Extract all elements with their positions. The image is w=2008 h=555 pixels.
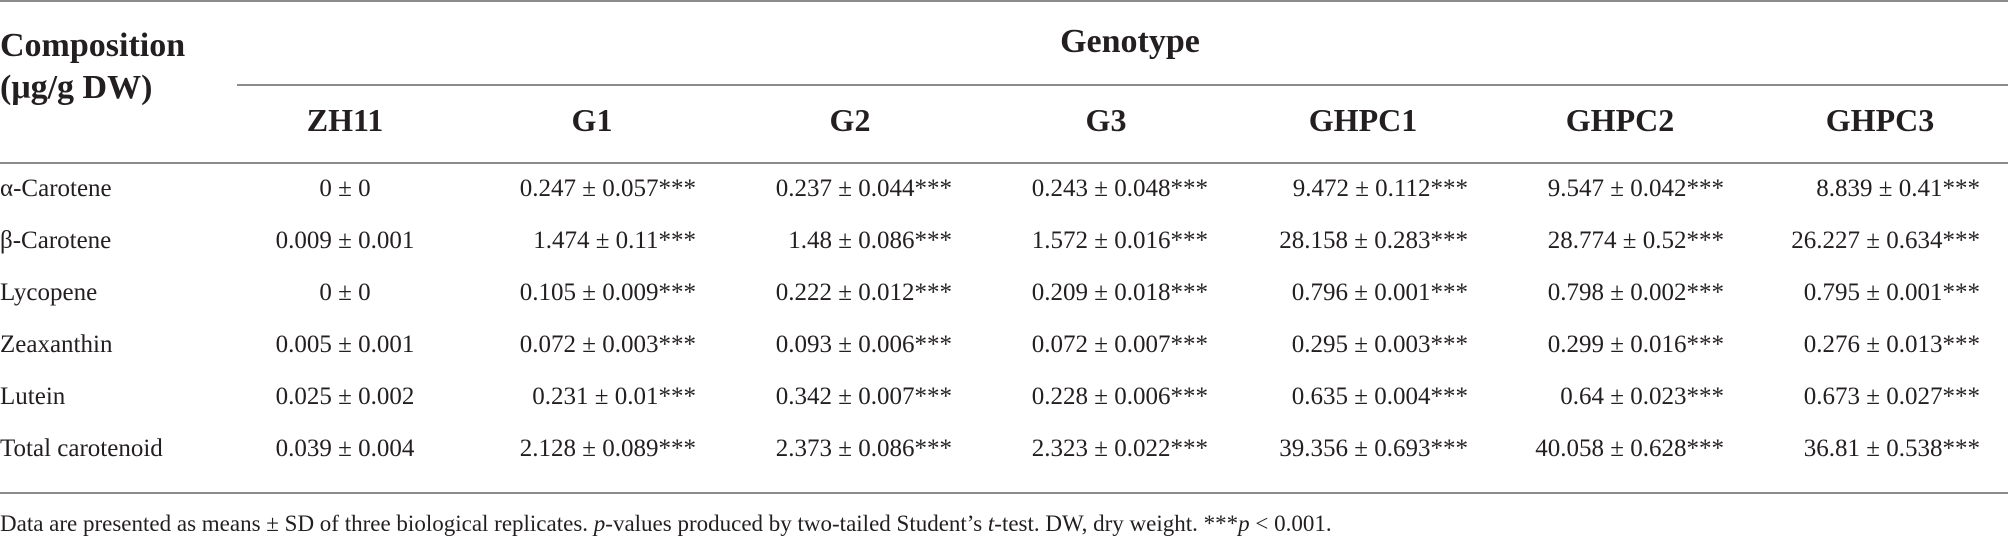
cell-g1: 0.247 ± 0.057*** (519, 175, 696, 202)
cell-ghpc3: 0.276 ± 0.013*** (1803, 331, 1980, 358)
row-label: Lutein (0, 383, 66, 410)
cell-g1: 0.231 ± 0.01*** (532, 383, 696, 410)
cell-ghpc1: 0.295 ± 0.003*** (1291, 331, 1468, 358)
row-label: Total carotenoid (0, 435, 163, 462)
column-header-ghpc2: GHPC2 (1565, 102, 1675, 138)
cell-ghpc2: 28.774 ± 0.52*** (1547, 227, 1724, 254)
table-row: Lycopene 0 ± 0 0.105 ± 0.009*** 0.222 ± 0.0… (0, 267, 2008, 319)
row-label: Zeaxanthin (0, 331, 113, 358)
table-row: Zeaxanthin 0.005 ± 0.001 0.072 ± 0.003*** 0… (0, 319, 2008, 371)
row-label: α-Carotene (0, 175, 112, 202)
table-footnote: Data are presented as means ± SD of thre… (0, 511, 1332, 536)
column-header-ghpc3: GHPC3 (1825, 102, 1935, 138)
cell-ghpc2: 9.547 ± 0.042*** (1547, 175, 1724, 202)
table-top-rule (0, 0, 2008, 2)
cell-ghpc3: 8.839 ± 0.41*** (1816, 175, 1980, 202)
row-label: Lycopene (0, 279, 98, 306)
cell-g3: 0.209 ± 0.018*** (1031, 279, 1208, 306)
cell-ghpc2: 0.299 ± 0.016*** (1547, 331, 1724, 358)
cell-ghpc3: 26.227 ± 0.634*** (1791, 227, 1980, 254)
cell-ghpc2: 0.64 ± 0.023*** (1560, 383, 1724, 410)
header-bottom-rule (0, 162, 2008, 164)
cell-g1: 0.072 ± 0.003*** (519, 331, 696, 358)
cell-g2: 0.222 ± 0.012*** (775, 279, 952, 306)
cell-g3: 0.072 ± 0.007*** (1031, 331, 1208, 358)
row-label: β-Carotene (0, 227, 112, 254)
cell-g2: 0.093 ± 0.006*** (775, 331, 952, 358)
genotype-span-rule (237, 84, 2008, 86)
column-header-ghpc1: GHPC1 (1308, 102, 1418, 138)
cell-ghpc1: 39.356 ± 0.693*** (1279, 435, 1468, 462)
cell-g2: 2.373 ± 0.086*** (775, 435, 952, 462)
cell-g3: 1.572 ± 0.016*** (1031, 227, 1208, 254)
cell-ghpc2: 0.798 ± 0.002*** (1547, 279, 1724, 306)
cell-ghpc1: 0.635 ± 0.004*** (1291, 383, 1468, 410)
table-row: Lutein 0.025 ± 0.002 0.231 ± 0.01*** 0.342 … (0, 371, 2008, 423)
column-header-g2: G2 (829, 102, 871, 138)
column-header-zh11: ZH11 (306, 102, 384, 138)
cell-g1: 1.474 ± 0.11*** (533, 227, 696, 254)
cell-g3: 0.243 ± 0.048*** (1031, 175, 1208, 202)
cell-g3: 0.228 ± 0.006*** (1031, 383, 1208, 410)
cell-zh11: 0 ± 0 (319, 279, 371, 306)
cell-g1: 2.128 ± 0.089*** (519, 435, 696, 462)
cell-zh11: 0.025 ± 0.002 (275, 383, 415, 410)
cell-zh11: 0.039 ± 0.004 (275, 435, 415, 462)
cell-ghpc1: 0.796 ± 0.001*** (1291, 279, 1468, 306)
column-header-g1: G1 (571, 102, 613, 138)
column-header-g3: G3 (1085, 102, 1127, 138)
table-row: β-Carotene 0.009 ± 0.001 1.474 ± 0.11*** 1.… (0, 215, 2008, 267)
cell-zh11: 0.009 ± 0.001 (275, 227, 415, 254)
table-bottom-rule (0, 492, 2008, 494)
composition-header-line2: (μg/g DW) (0, 69, 153, 106)
composition-header: Composition (μg/g DW) (0, 25, 220, 109)
cell-ghpc3: 0.673 ± 0.027*** (1803, 383, 1980, 410)
table-row: α-Carotene 0 ± 0 0.247 ± 0.057*** 0.237 ± 0… (0, 163, 2008, 215)
cell-ghpc3: 0.795 ± 0.001*** (1803, 279, 1980, 306)
genotype-header: Genotype (1060, 23, 1200, 60)
cell-g2: 0.342 ± 0.007*** (775, 383, 952, 410)
cell-ghpc3: 36.81 ± 0.538*** (1803, 435, 1980, 462)
cell-g2: 1.48 ± 0.086*** (788, 227, 952, 254)
composition-header-line1: Composition (0, 27, 186, 64)
cell-ghpc2: 40.058 ± 0.628*** (1535, 435, 1724, 462)
cell-g2: 0.237 ± 0.044*** (775, 175, 952, 202)
cell-g3: 2.323 ± 0.022*** (1031, 435, 1208, 462)
cell-zh11: 0.005 ± 0.001 (275, 331, 415, 358)
cell-g1: 0.105 ± 0.009*** (519, 279, 696, 306)
cell-ghpc1: 28.158 ± 0.283*** (1279, 227, 1468, 254)
table-row: Total carotenoid 0.039 ± 0.004 2.128 ± 0.0… (0, 423, 2008, 475)
cell-zh11: 0 ± 0 (319, 175, 371, 202)
cell-ghpc1: 9.472 ± 0.112*** (1292, 175, 1468, 202)
